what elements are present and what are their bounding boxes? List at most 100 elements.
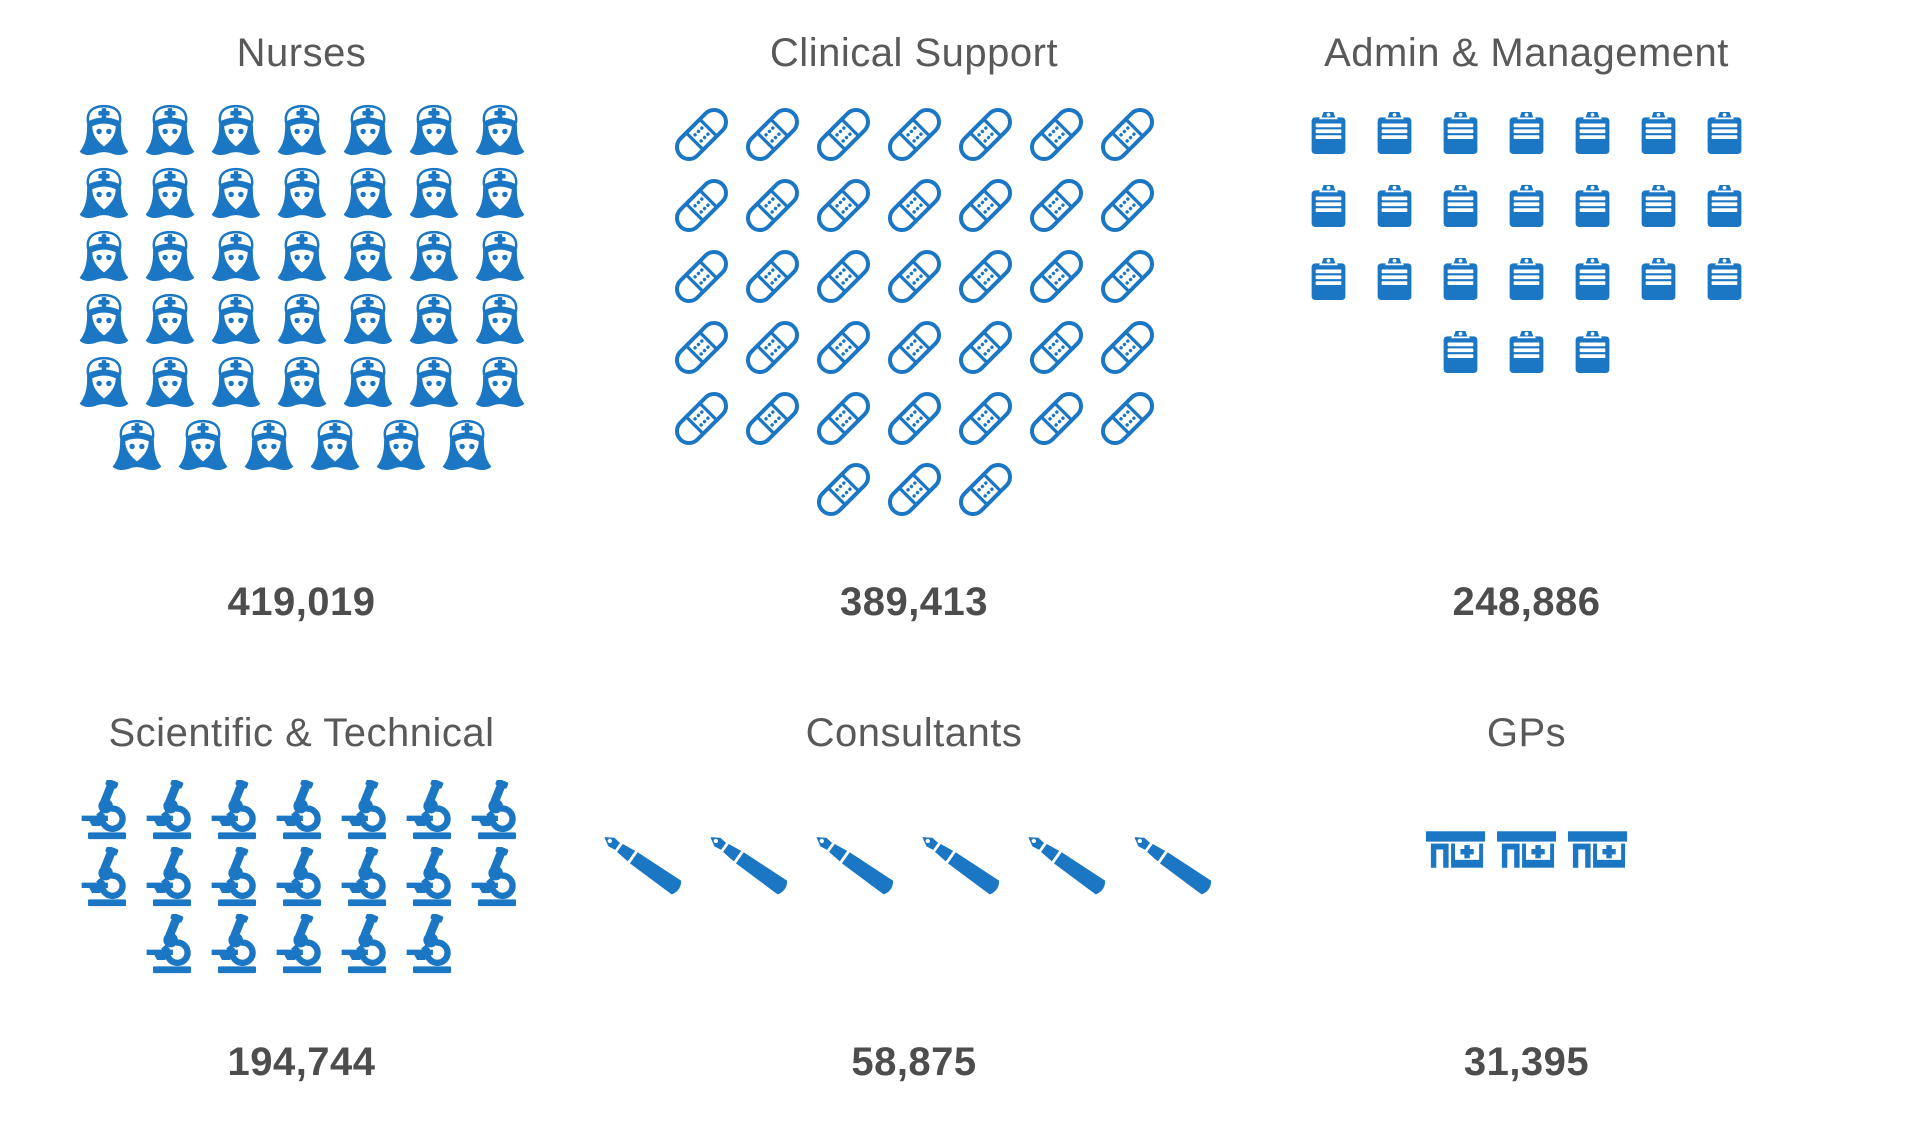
icon-row [1305, 173, 1748, 237]
nurse-icon [409, 293, 458, 344]
nurse-icon [475, 293, 524, 344]
nurse-icon [277, 104, 326, 155]
clipboard-icon [1707, 183, 1742, 228]
clipboard-icon [1575, 183, 1610, 228]
icon-row [143, 914, 461, 977]
panel-gps: GPs 31,395 [1231, 710, 1822, 1085]
fountain-pen-icon [1134, 837, 1212, 895]
nurse-icon [79, 230, 128, 281]
plaster-icon [958, 320, 1012, 375]
plaster-icon [958, 107, 1012, 162]
nurse-icon [343, 230, 392, 281]
fountain-pen-icon [604, 837, 682, 895]
plaster-icon [958, 391, 1012, 446]
panel-admin-management: Admin & Management [1231, 30, 1822, 625]
clinic-building-icon [1496, 831, 1557, 868]
category-title-consultants: Consultants [805, 711, 1023, 755]
nurse-icon [343, 293, 392, 344]
plaster-icon [887, 249, 941, 304]
plaster-icon [958, 249, 1012, 304]
clipboard-icon [1641, 110, 1676, 155]
plaster-icon [958, 462, 1012, 517]
nurse-icon [475, 356, 524, 407]
clipboard-icon [1311, 110, 1346, 155]
microscope-icon [406, 914, 451, 974]
plaster-icon [745, 320, 799, 375]
category-value-gps: 31,395 [1463, 1040, 1590, 1084]
nurse-icon [79, 104, 128, 155]
icon-row [107, 415, 497, 475]
icon-row [1305, 100, 1748, 164]
clipboard-icon [1443, 183, 1478, 228]
pictogram-board: Nurses [74, 30, 1822, 1085]
fountain-pen-icon [710, 837, 788, 895]
icon-row [667, 242, 1162, 311]
nurse-icon [409, 356, 458, 407]
plaster-icon [1029, 320, 1083, 375]
microscope-icon [406, 847, 451, 907]
clipboard-icon [1509, 183, 1544, 228]
plaster-icon [816, 391, 870, 446]
category-title-gps: GPs [1486, 711, 1567, 755]
plaster-icon [674, 178, 728, 233]
nurse-icon [145, 356, 194, 407]
microscope-icon [471, 847, 516, 907]
clipboard-icon [1377, 256, 1412, 301]
nurse-icon [409, 104, 458, 155]
nurse-icon [145, 104, 194, 155]
clipboard-icon [1707, 110, 1742, 155]
nurse-icon [475, 230, 524, 281]
nurse-icon [211, 230, 260, 281]
plaster-icon [1029, 178, 1083, 233]
plaster-icon [887, 320, 941, 375]
icon-row [1437, 319, 1616, 383]
plaster-icon [816, 107, 870, 162]
icon-row [597, 825, 1231, 905]
nurse-icon [211, 104, 260, 155]
microscope-icon [341, 847, 386, 907]
microscope-icon [211, 847, 256, 907]
nurse-icon [277, 230, 326, 281]
microscope-icon [146, 847, 191, 907]
microscope-icon [471, 780, 516, 840]
icon-row [667, 171, 1162, 240]
category-value-scientific-technical: 194,744 [227, 1040, 376, 1084]
clipboard-icon [1575, 329, 1610, 374]
fountain-pen-icon [1028, 837, 1106, 895]
plaster-icon [1100, 249, 1154, 304]
icon-row [667, 384, 1162, 453]
nurse-icon [442, 419, 491, 470]
clipboard-icon [1641, 183, 1676, 228]
nurse-icon [310, 419, 359, 470]
icon-grid-consultants [597, 825, 1231, 905]
plaster-icon [674, 249, 728, 304]
icon-row [74, 163, 530, 223]
category-value-consultants: 58,875 [851, 1040, 977, 1084]
category-title-nurses: Nurses [236, 31, 367, 75]
clipboard-icon [1575, 256, 1610, 301]
microscope-icon [276, 914, 321, 974]
plaster-icon [1029, 249, 1083, 304]
icon-grid-admin-management [1305, 100, 1748, 392]
clipboard-icon [1443, 110, 1478, 155]
icon-row [667, 100, 1162, 169]
nurse-icon [277, 167, 326, 218]
plaster-icon [887, 391, 941, 446]
clipboard-icon [1575, 110, 1610, 155]
microscope-icon [276, 847, 321, 907]
clinic-building-icon [1567, 831, 1628, 868]
microscope-icon [146, 914, 191, 974]
category-value-clinical-support: 389,413 [839, 580, 989, 624]
icon-row [74, 352, 530, 412]
clipboard-icon [1377, 183, 1412, 228]
clipboard-icon [1641, 256, 1676, 301]
plaster-icon [745, 249, 799, 304]
nurse-icon [376, 419, 425, 470]
nurse-icon [145, 167, 194, 218]
plaster-icon [887, 107, 941, 162]
clipboard-icon [1509, 256, 1544, 301]
panel-consultants: Consultants [597, 710, 1231, 1085]
plaster-icon [1100, 107, 1154, 162]
plaster-icon [887, 462, 941, 517]
icon-grid-gps [1424, 828, 1629, 870]
